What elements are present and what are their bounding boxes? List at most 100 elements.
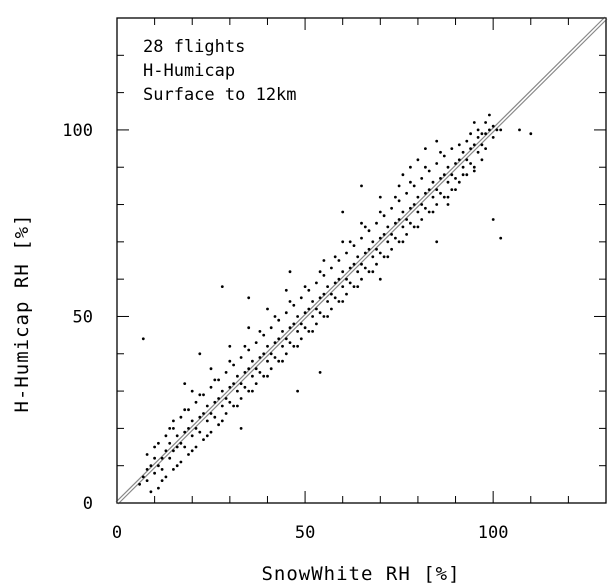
data-point (277, 337, 281, 341)
data-point (333, 296, 337, 300)
data-point (397, 240, 401, 244)
data-point (401, 240, 405, 244)
data-point (198, 430, 202, 434)
data-point (224, 412, 228, 415)
data-point (457, 180, 461, 184)
data-point (254, 382, 258, 385)
data-point (352, 262, 356, 266)
data-point (209, 385, 213, 389)
annotation-flights: 28 flights (143, 37, 245, 57)
data-point (183, 445, 187, 449)
data-point (446, 180, 450, 184)
data-point (247, 367, 251, 371)
data-point (378, 236, 382, 240)
data-point (160, 479, 164, 482)
data-point (220, 419, 224, 423)
data-point (454, 177, 457, 180)
data-point (424, 206, 427, 210)
data-point (175, 445, 179, 449)
data-point (213, 415, 217, 419)
data-point (296, 330, 299, 333)
data-point (194, 427, 198, 430)
data-point (190, 389, 194, 393)
data-point (363, 251, 367, 255)
data-point (476, 128, 480, 132)
data-point (484, 121, 487, 124)
data-point (356, 285, 360, 288)
data-point (217, 423, 221, 427)
data-point (262, 333, 266, 337)
data-point (281, 359, 284, 363)
data-point (480, 158, 484, 162)
data-point (153, 456, 157, 460)
data-point (153, 445, 157, 449)
data-point (435, 188, 439, 192)
data-point (367, 247, 371, 251)
data-point (183, 408, 187, 412)
data-point (371, 255, 375, 259)
data-point (360, 236, 363, 240)
data-point (288, 270, 292, 274)
data-point (315, 322, 318, 326)
y-tick-label: 50 (73, 307, 93, 327)
data-point (247, 326, 251, 330)
data-point (446, 203, 450, 206)
data-point (168, 427, 172, 430)
data-point (172, 419, 175, 423)
data-point (435, 240, 439, 244)
data-point (420, 203, 424, 206)
data-point (303, 326, 307, 330)
data-point (236, 389, 239, 393)
data-point (529, 132, 533, 136)
data-point (412, 203, 416, 206)
annotation-instrument: H-Humicap (143, 61, 235, 81)
data-point (412, 184, 416, 188)
data-point (277, 318, 281, 322)
data-point (476, 136, 480, 139)
data-point (363, 225, 367, 229)
data-point (303, 285, 307, 288)
data-point (179, 460, 183, 464)
data-point (431, 195, 435, 199)
axis-ticks (116, 17, 607, 504)
data-point (386, 255, 390, 259)
data-point (239, 397, 243, 400)
data-point (435, 139, 439, 143)
data-point (375, 247, 378, 251)
data-point (401, 225, 405, 229)
data-point (228, 359, 232, 363)
data-point (465, 173, 469, 177)
data-point (435, 162, 439, 165)
data-point (469, 162, 472, 165)
data-point (405, 191, 408, 195)
data-point (360, 184, 363, 188)
data-point (348, 281, 352, 285)
data-point (330, 292, 333, 296)
data-point (213, 400, 217, 404)
data-point (228, 400, 232, 404)
data-point (465, 139, 469, 143)
data-point (239, 382, 243, 385)
data-point (394, 221, 397, 225)
data-point (198, 352, 202, 356)
x-tick-label: 50 (295, 523, 315, 543)
data-point (220, 389, 224, 393)
data-point (141, 475, 145, 479)
data-point (382, 214, 386, 218)
data-point (341, 300, 345, 303)
data-point (153, 471, 157, 475)
data-point (472, 121, 476, 124)
data-point (209, 367, 213, 371)
data-point (345, 277, 348, 281)
data-point (397, 184, 401, 188)
data-point (394, 195, 397, 199)
data-point (405, 233, 408, 236)
data-point (454, 188, 457, 192)
data-point (341, 240, 345, 244)
data-point (141, 337, 145, 341)
data-point (194, 400, 198, 404)
data-point (243, 371, 247, 374)
data-point (409, 165, 412, 169)
data-point (457, 143, 461, 147)
data-point (202, 393, 205, 397)
